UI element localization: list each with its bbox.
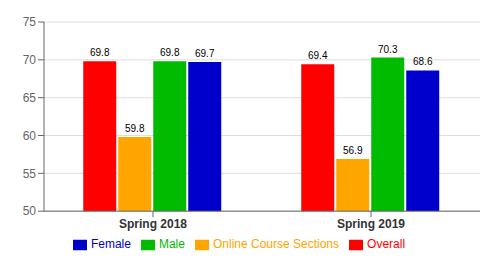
svg-text:69.4: 69.4 [308,50,328,61]
svg-text:55: 55 [23,167,37,181]
svg-text:70: 70 [23,53,37,67]
svg-text:65: 65 [23,91,37,105]
svg-text:69.8: 69.8 [160,47,180,58]
html-text:Male: Male [159,237,185,252]
svg-text:Spring 2018: Spring 2018 [119,217,187,231]
svg-text:59.8: 59.8 [125,123,145,134]
svg-text:69.7: 69.7 [195,48,215,59]
svg-text:68.6: 68.6 [413,56,433,67]
svg-text:56.9: 56.9 [343,145,363,156]
svg-text:Spring 2019: Spring 2019 [337,217,405,231]
svg-text:50: 50 [23,204,37,218]
html-text:Online Course Sections: Online Course Sections [213,237,339,252]
svg-text:75: 75 [23,15,37,29]
svg-text:69.8: 69.8 [90,47,110,58]
html-text:Female: Female [90,237,131,252]
svg-text:70.3: 70.3 [378,44,398,55]
svg-text:60: 60 [23,129,37,143]
html-text:Overall: Overall [367,237,406,252]
